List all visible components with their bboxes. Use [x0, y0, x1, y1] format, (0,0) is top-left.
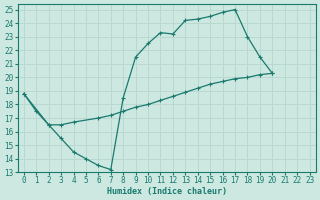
X-axis label: Humidex (Indice chaleur): Humidex (Indice chaleur): [107, 187, 227, 196]
